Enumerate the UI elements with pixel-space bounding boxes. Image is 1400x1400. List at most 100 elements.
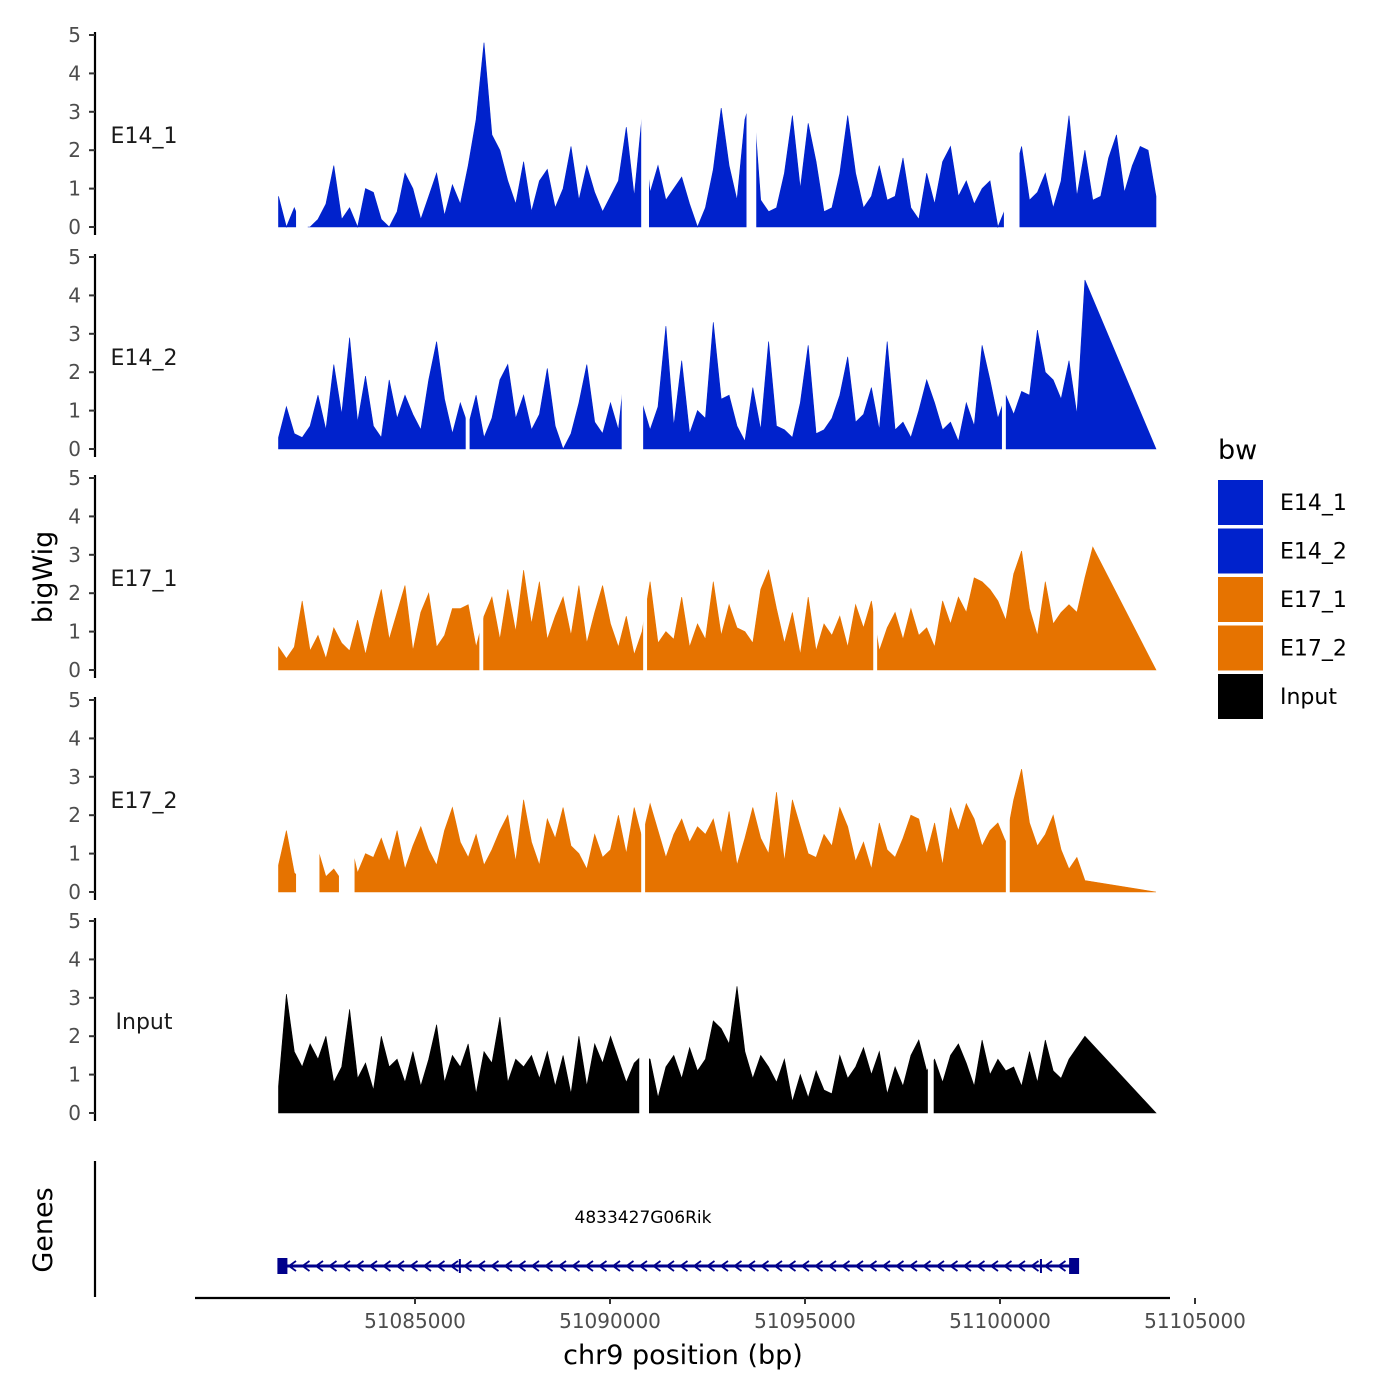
strand-arrow-icon [935, 1260, 945, 1272]
strand-arrow-icon [773, 1260, 783, 1272]
track-label-E17_2: E17_2 [111, 789, 178, 814]
y-tick-label-E17_2-4: 4 [68, 726, 81, 750]
coverage-gap-E17_1-2 [873, 476, 878, 671]
strand-arrow-icon [449, 1260, 459, 1272]
x-tick-label-51090000: 51090000 [559, 1309, 661, 1333]
strand-arrow-icon [705, 1260, 716, 1272]
strand-arrow-icon [462, 1260, 473, 1272]
y-tick-label-E17_1-4: 4 [68, 504, 81, 528]
strand-arrow-icon [611, 1260, 621, 1272]
tracks-layer: 0 1 2 3 4 5 E14_1 0 1 2 3 4 5 E14_2 0 1 2 3 4 5 E17_1 0 1 2 3 4 5 E… [68, 23, 1157, 1125]
strand-arrow-icon [368, 1260, 378, 1272]
y-tick-label-Input-4: 4 [68, 947, 81, 971]
track-label-E14_1: E14_1 [111, 124, 178, 149]
y-tick-label-E17_1-5: 5 [68, 466, 81, 490]
strand-arrow-icon [813, 1260, 824, 1272]
legend-title: bw [1218, 435, 1257, 466]
exon-1 [458, 1259, 461, 1273]
y-tick-label-E17_1-0: 0 [68, 658, 81, 682]
strand-arrow-icon [341, 1260, 351, 1272]
coverage-area-E14_1 [278, 42, 1157, 229]
track-label-E17_1: E17_1 [111, 567, 178, 592]
legend-swatch-E14_1 [1218, 480, 1263, 525]
strand-arrow-icon [489, 1260, 500, 1272]
x-tick-label-51105000: 51105000 [1144, 1309, 1246, 1333]
coverage-gap-E17_1-0 [479, 476, 484, 671]
strand-arrow-icon [692, 1260, 702, 1272]
track-E14_2: 0 1 2 3 4 5 E14_2 [68, 245, 1157, 461]
gene-4833427G06Rik: 4833427G06Rik [277, 1208, 1080, 1274]
y-tick-label-Input-1: 1 [68, 1063, 81, 1087]
y-tick-label-E17_2-1: 1 [68, 842, 81, 866]
strand-arrow-icon [854, 1260, 864, 1272]
y-tick-label-E14_2-5: 5 [68, 245, 81, 269]
legend: bw E14_1 E14_2 E17_1 E17_2 Input [1218, 435, 1347, 719]
coverage-area-E17_2 [278, 769, 1157, 893]
coverage-area-E14_2 [278, 279, 1157, 450]
coverage-gap-E14_1-0 [296, 33, 308, 228]
strand-arrow-icon [827, 1260, 837, 1272]
coverage-area-E17_1 [278, 546, 1157, 671]
strand-arrow-icon [422, 1260, 432, 1272]
y-tick-label-E14_1-3: 3 [68, 100, 81, 124]
track-label-E14_2: E14_2 [111, 346, 178, 371]
strand-arrow-icon [1002, 1260, 1013, 1272]
y-tick-label-E17_2-3: 3 [68, 765, 81, 789]
strand-arrow-icon [638, 1260, 648, 1272]
legend-swatch-Input [1218, 674, 1263, 719]
y-tick-label-E14_2-1: 1 [68, 399, 81, 423]
y-tick-label-E17_2-0: 0 [68, 880, 81, 904]
y-tick-label-E17_2-2: 2 [68, 803, 81, 827]
legend-swatch-E17_1 [1218, 577, 1263, 622]
strand-arrow-icon [354, 1260, 365, 1272]
exon-0 [277, 1258, 288, 1274]
y-tick-label-E14_2-2: 2 [68, 360, 81, 384]
y-axis-title-bigwig: bigWig [28, 531, 59, 624]
gene-label-4833427G06Rik: 4833427G06Rik [575, 1208, 712, 1228]
strand-arrow-icon [759, 1260, 770, 1272]
strand-arrow-icon [786, 1260, 797, 1272]
y-tick-label-E17_1-2: 2 [68, 581, 81, 605]
strand-arrow-icon [530, 1260, 540, 1272]
strand-arrow-icon [989, 1260, 999, 1272]
strand-arrow-icon [881, 1260, 891, 1272]
y-axis-title-genes: Genes [28, 1187, 59, 1272]
strand-arrow-icon [948, 1260, 959, 1272]
x-axis-title: chr9 position (bp) [563, 1340, 803, 1371]
y-tick-label-E14_2-0: 0 [68, 437, 81, 461]
strand-arrow-icon [503, 1260, 513, 1272]
strand-arrow-icon [1056, 1260, 1067, 1272]
strand-arrow-icon [557, 1260, 567, 1272]
strand-arrow-icon [962, 1260, 972, 1272]
strand-arrow-icon [719, 1260, 729, 1272]
legend-label-E14_1: E14_1 [1280, 491, 1347, 516]
coverage-gap-Input-0 [639, 919, 649, 1114]
y-tick-label-Input-2: 2 [68, 1024, 81, 1048]
y-tick-label-E14_1-0: 0 [68, 215, 81, 239]
y-tick-label-E14_1-1: 1 [68, 177, 81, 201]
x-tick-label-51100000: 51100000 [949, 1309, 1051, 1333]
strand-arrow-icon [908, 1260, 918, 1272]
strand-arrow-icon [894, 1260, 905, 1272]
x-tick-label-51085000: 51085000 [364, 1309, 466, 1333]
coverage-gap-E14_1-1 [641, 33, 649, 228]
legend-label-Input: Input [1280, 685, 1337, 710]
track-E14_1: 0 1 2 3 4 5 E14_1 [68, 23, 1157, 239]
strand-arrow-icon [732, 1260, 743, 1272]
y-tick-label-E17_2-5: 5 [68, 688, 81, 712]
x-tick-label-51095000: 51095000 [754, 1309, 856, 1333]
coverage-gap-E17_2-3 [1005, 698, 1010, 893]
strand-arrow-icon [1016, 1260, 1026, 1272]
y-tick-label-E17_1-1: 1 [68, 620, 81, 644]
coverage-gap-E17_1-1 [643, 476, 648, 671]
strand-arrow-icon [584, 1260, 594, 1272]
strand-arrow-icon [651, 1260, 662, 1272]
exon-2 [1039, 1259, 1042, 1273]
strand-arrow-icon [381, 1260, 392, 1272]
strand-arrow-icon [314, 1260, 324, 1272]
strand-arrow-icon [476, 1260, 486, 1272]
legend-label-E17_1: E17_1 [1280, 588, 1347, 613]
coverage-gap-E17_2-2 [641, 698, 646, 893]
exon-3 [1069, 1258, 1080, 1274]
y-tick-label-Input-0: 0 [68, 1101, 81, 1125]
